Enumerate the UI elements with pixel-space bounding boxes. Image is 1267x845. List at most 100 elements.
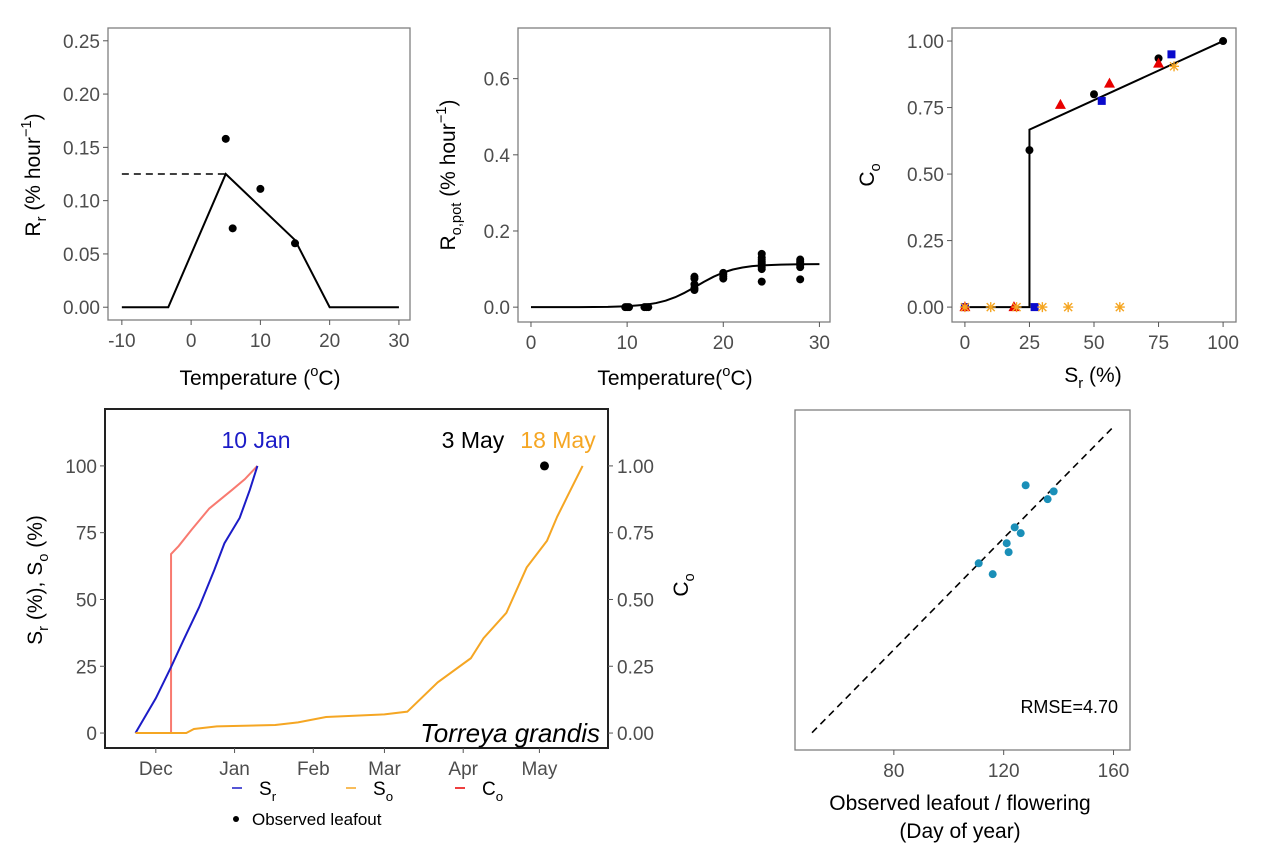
panel3-y-tick-label: 0.75 <box>907 99 944 120</box>
panel5-point <box>1016 529 1025 538</box>
panel3-point-triangle <box>1103 77 1115 88</box>
panel4-x-tick-label: Apr <box>448 759 478 780</box>
panel2-ylabel-part: ) <box>437 100 460 107</box>
panel3-point-square <box>1167 50 1176 59</box>
legend-dot-icon <box>233 816 239 822</box>
panel5-xlabel-2-part: (Day of year) <box>899 820 1020 843</box>
panel3-frame <box>951 27 1237 323</box>
panel1-series-solid <box>121 172 399 309</box>
panel5-point <box>1010 523 1019 532</box>
panel4-ylabel-left-part: (%), S <box>24 562 47 626</box>
panel2-ylabel-part: o,pot <box>449 203 465 236</box>
panel5-frame <box>794 409 1131 751</box>
panel1-ylabel-part: −1 <box>19 120 35 137</box>
panel2-xlabel-part: o <box>722 364 730 380</box>
panel4-observed-leafout-point <box>539 461 549 471</box>
panel3-ylabel-part: C <box>856 172 879 187</box>
panel4-legend-label-part: o <box>386 789 393 804</box>
panel1-point <box>256 184 265 193</box>
panel4-annotation: 10 Jan <box>221 427 290 453</box>
panel3-xlabel-part: (%) <box>1083 364 1122 387</box>
panel4-legend-label: Co <box>482 779 503 804</box>
panel4-legend-label-part: C <box>482 779 496 800</box>
panel4-series-Co <box>135 465 259 735</box>
panel5-point <box>988 570 997 579</box>
panel3-point-circle <box>1090 90 1098 99</box>
panel3-y-tick-label: 1.00 <box>907 32 944 53</box>
panel4-series-Sr <box>134 465 259 734</box>
panel2-xlabel-part: Temperature( <box>597 367 722 390</box>
panel3-point-square <box>1097 96 1106 105</box>
panel4-ylabel-right-part: o <box>682 573 698 581</box>
panel2-frame <box>517 27 831 323</box>
panel3-point-asterisk <box>1011 302 1022 313</box>
panel3-point-asterisk <box>1063 302 1074 313</box>
panel3-x-tick-label: 50 <box>1083 333 1104 354</box>
panel4-y-left-tick-label: 75 <box>76 524 97 545</box>
panel3-xlabel-part: S <box>1064 364 1078 387</box>
panel4-ylabel-left-part: o <box>36 554 52 562</box>
panel3-xlabel: Sr (%) <box>1064 364 1121 392</box>
panel4-ylabel-left-part: (%) <box>24 515 47 554</box>
panel1-point <box>291 239 300 248</box>
panel3-point-circle <box>1219 37 1228 46</box>
panel2-x-tick-label: 30 <box>809 333 830 354</box>
panel4-x-tick-label: Feb <box>297 759 330 780</box>
panel1-x-tick-label: 10 <box>250 331 271 352</box>
panel4-legend-label-part: S <box>259 779 272 800</box>
panel4-series-So <box>135 465 584 735</box>
panel4-y-right-tick-label: 0.50 <box>617 590 654 611</box>
panel4-ylabel-right-part: C <box>670 582 693 597</box>
panel4-annotation: Torreya grandis <box>420 718 600 748</box>
panel2-x-tick-label: 20 <box>713 333 734 354</box>
panel5-point <box>1043 495 1052 504</box>
panel5-point <box>1002 539 1011 548</box>
panel3-point-asterisk <box>959 302 970 313</box>
panel2-y-tick-label: 0.4 <box>484 146 511 167</box>
panel1-x-tick-label: 20 <box>319 331 340 352</box>
panel1-xlabel: Temperature (oC) <box>179 364 340 390</box>
panel2-xlabel: Temperature(oC) <box>597 364 752 390</box>
panel3-point-triangle <box>1054 98 1066 109</box>
panel1-point <box>228 224 237 233</box>
panel4-x-tick-label: Jan <box>219 759 250 780</box>
panel4-ylabel-right: Co <box>670 573 698 596</box>
panel4-y-right-tick-label: 0.00 <box>617 724 654 745</box>
panel5-xlabel: Observed leafout / flowering <box>829 792 1090 815</box>
panel4-legend-label: So <box>373 779 393 804</box>
panel4-legend-label-part: r <box>272 789 277 804</box>
panel1-y-tick-label: 0.20 <box>63 85 100 106</box>
panel2-xlabel-part: C) <box>730 367 752 390</box>
panel4-x-tick-label: Dec <box>139 759 173 780</box>
panel3-fit-line <box>964 40 1224 309</box>
panel4-legend-label-part: S <box>373 779 386 800</box>
panel1-xlabel-part: o <box>310 364 318 380</box>
panel1-ylabel-part: ) <box>22 113 45 120</box>
panel5-xlabel-part: Observed leafout / flowering <box>829 792 1090 815</box>
panel3-ylabel: Co <box>856 163 884 186</box>
panel2-point <box>757 249 766 258</box>
panel2-x-tick-label: 10 <box>617 333 638 354</box>
panel1-y-tick-label: 0.10 <box>63 192 100 213</box>
panel4-ylabel-left-part: S <box>24 631 47 645</box>
panel4-legend-label: Observed leafout <box>252 810 382 829</box>
panel1-y-tick-label: 0.15 <box>63 138 100 159</box>
panel4-y-right-tick-label: 0.25 <box>617 657 654 678</box>
panel4-y-left-tick-label: 50 <box>76 590 97 611</box>
panel2-ylabel: Ro,pot (% hour−1) <box>434 100 465 251</box>
panel4-legend-item: So <box>346 779 393 804</box>
panel4-y-left-tick-label: 100 <box>65 457 97 478</box>
panel3-ylabel-part: o <box>868 163 884 171</box>
panel5-point <box>974 559 983 568</box>
panel1-frame <box>107 27 411 321</box>
panel2-point <box>796 275 805 284</box>
panel5-x-tick-label: 120 <box>988 761 1020 782</box>
panel4-y-right-tick-label: 1.00 <box>617 457 654 478</box>
panel1-x-tick-label: 0 <box>186 331 197 352</box>
panel2-point <box>690 272 699 281</box>
panel3-x-tick-label: 25 <box>1019 333 1040 354</box>
panel1-y-tick-label: 0.00 <box>63 298 100 319</box>
panel5-point <box>1021 481 1030 490</box>
panel4-x-tick-label: Mar <box>368 759 401 780</box>
panel4-y-left-tick-label: 25 <box>76 657 97 678</box>
